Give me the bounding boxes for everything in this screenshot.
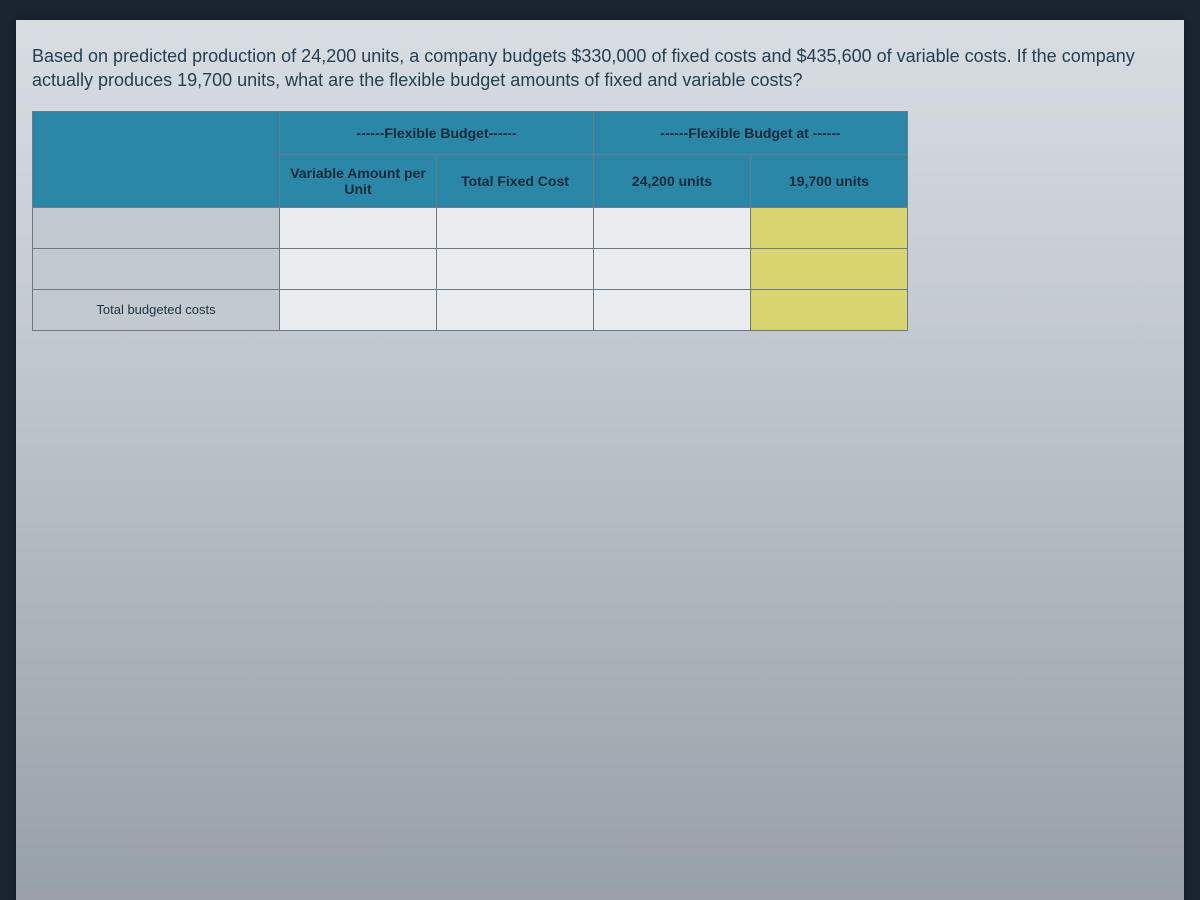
cell-24200-2[interactable] [594, 248, 751, 289]
cell-var-2[interactable] [280, 248, 437, 289]
cell-var-1[interactable] [280, 207, 437, 248]
question-text: Based on predicted production of 24,200 … [32, 44, 1168, 93]
cell-fixed-1[interactable] [437, 207, 594, 248]
cell-fixed-total [437, 289, 594, 330]
cell-fixed-2[interactable] [437, 248, 594, 289]
cell-24200-total [594, 289, 751, 330]
question-page: Based on predicted production of 24,200 … [16, 20, 1184, 900]
flexible-budget-table: ------Flexible Budget------ ------Flexib… [32, 111, 908, 331]
table-row [33, 207, 908, 248]
col-units-19700: 19,700 units [751, 154, 908, 207]
cell-19700-2[interactable] [751, 248, 908, 289]
header-flexible-budget: ------Flexible Budget------ [280, 111, 594, 154]
cell-var-total [280, 289, 437, 330]
col-units-24200: 24,200 units [594, 154, 751, 207]
cell-19700-1[interactable] [751, 207, 908, 248]
row-label-2[interactable] [33, 248, 280, 289]
header-row-1: ------Flexible Budget------ ------Flexib… [33, 111, 908, 154]
cell-24200-1[interactable] [594, 207, 751, 248]
cell-19700-total [751, 289, 908, 330]
header-blank [33, 111, 280, 207]
table-row [33, 248, 908, 289]
col-total-fixed: Total Fixed Cost [437, 154, 594, 207]
col-variable-amount: Variable Amount per Unit [280, 154, 437, 207]
row-label-1[interactable] [33, 207, 280, 248]
table-row-total: Total budgeted costs [33, 289, 908, 330]
header-flexible-budget-at: ------Flexible Budget at ------ [594, 111, 908, 154]
row-label-total: Total budgeted costs [33, 289, 280, 330]
